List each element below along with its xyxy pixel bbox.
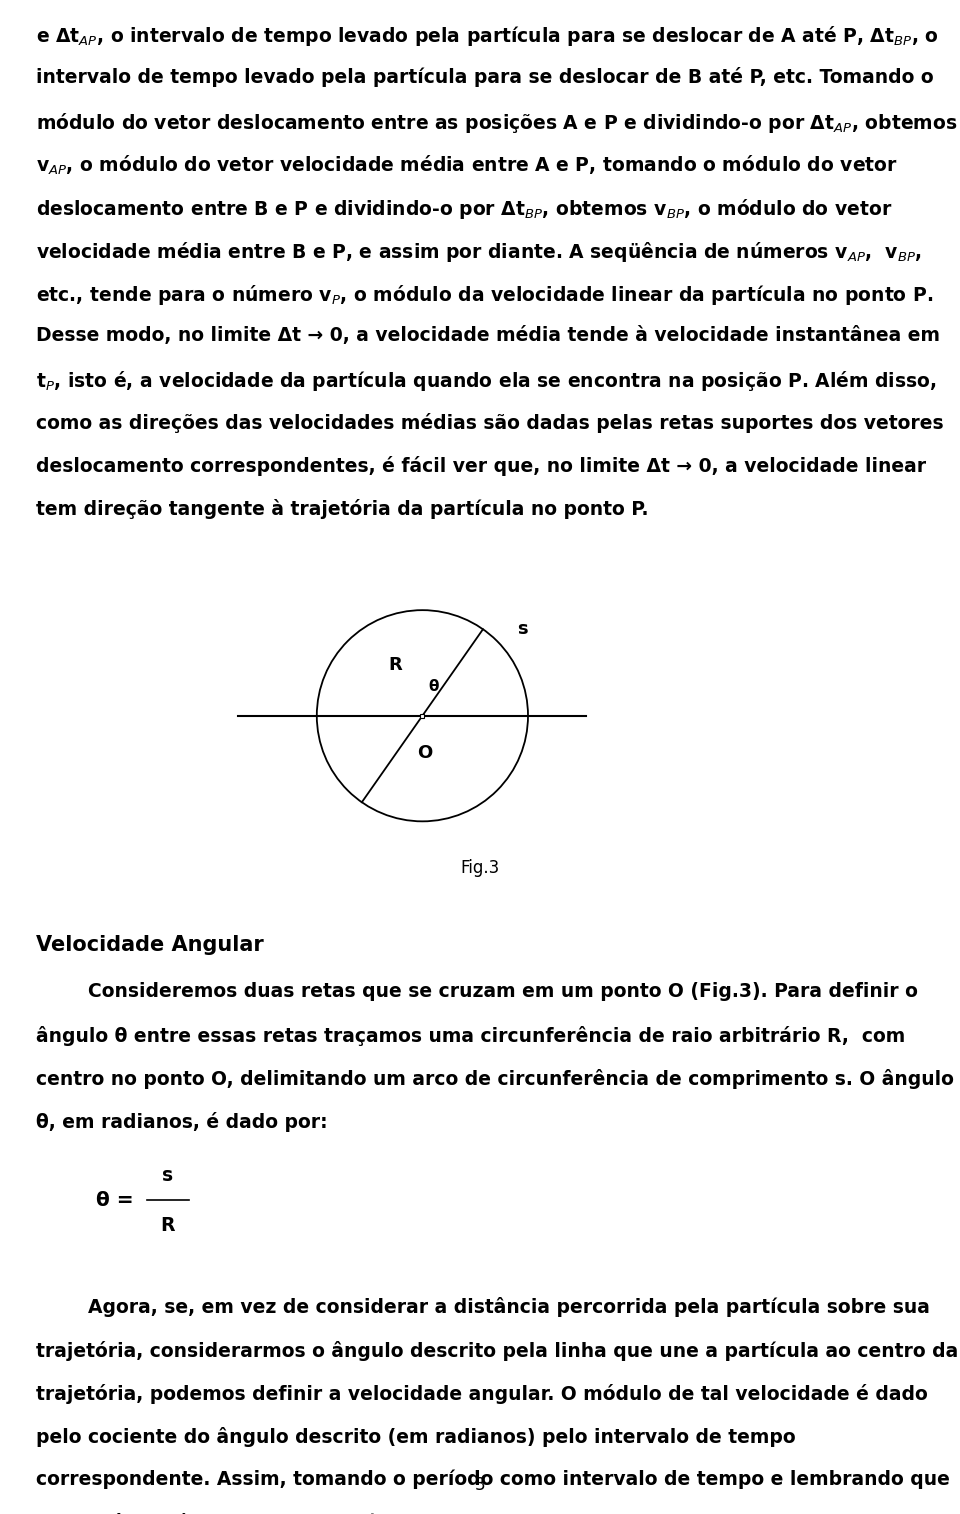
Text: R: R (160, 1216, 176, 1235)
Text: correspondente. Assim, tomando o período como intervalo de tempo e lembrando que: correspondente. Assim, tomando o período… (36, 1470, 950, 1490)
Text: deslocamento correspondentes, é fácil ver que, no limite Δt → 0, a velocidade li: deslocamento correspondentes, é fácil ve… (36, 456, 926, 475)
Text: tem direção tangente à trajetória da partícula no ponto P.: tem direção tangente à trajetória da par… (36, 500, 649, 519)
Text: velocidade média entre B e P, e assim por diante. A seqüência de números v$_{AP}: velocidade média entre B e P, e assim po… (36, 239, 923, 263)
Text: θ =: θ = (96, 1192, 133, 1210)
Text: O: O (417, 743, 432, 762)
Text: Consideremos duas retas que se cruzam em um ponto O (Fig.3). Para definir o: Consideremos duas retas que se cruzam em… (36, 983, 919, 1001)
Text: Desse modo, no limite Δt → 0, a velocidade média tende à velocidade instantânea : Desse modo, no limite Δt → 0, a velocida… (36, 327, 941, 345)
Text: s: s (162, 1166, 174, 1185)
Text: trajetória, podemos definir a velocidade angular. O módulo de tal velocidade é d: trajetória, podemos definir a velocidade… (36, 1384, 928, 1403)
Text: Fig.3: Fig.3 (461, 858, 499, 877)
Text: θ: θ (429, 678, 439, 693)
Text: pelo cociente do ângulo descrito (em radianos) pelo intervalo de tempo: pelo cociente do ângulo descrito (em rad… (36, 1426, 796, 1447)
Text: e Δt$_{AP}$, o intervalo de tempo levado pela partícula para se deslocar de A at: e Δt$_{AP}$, o intervalo de tempo levado… (36, 24, 939, 48)
Text: R: R (389, 656, 402, 674)
Text: Velocidade Angular: Velocidade Angular (36, 934, 264, 955)
Text: v$_{AP}$, o módulo do vetor velocidade média entre A e P, tomando o módulo do ve: v$_{AP}$, o módulo do vetor velocidade m… (36, 154, 899, 177)
Text: intervalo de tempo levado pela partícula para se deslocar de B até P, etc. Toman: intervalo de tempo levado pela partícula… (36, 67, 934, 88)
Text: como as direções das velocidades médias são dadas pelas retas suportes dos vetor: como as direções das velocidades médias … (36, 413, 944, 433)
Text: 3: 3 (474, 1476, 486, 1494)
Text: ângulo θ entre essas retas traçamos uma circunferência de raio arbitrário R,  co: ângulo θ entre essas retas traçamos uma … (36, 1025, 905, 1046)
Text: etc., tende para o número v$_P$, o módulo da velocidade linear da partícula no p: etc., tende para o número v$_P$, o módul… (36, 283, 934, 307)
Text: Agora, se, em vez de considerar a distância percorrida pela partícula sobre sua: Agora, se, em vez de considerar a distân… (36, 1297, 930, 1317)
Text: θ, em radianos, é dado por:: θ, em radianos, é dado por: (36, 1111, 328, 1132)
Text: s: s (517, 619, 528, 637)
Text: deslocamento entre B e P e dividindo-o por Δt$_{BP}$, obtemos v$_{BP}$, o módulo: deslocamento entre B e P e dividindo-o p… (36, 197, 893, 221)
Text: centro no ponto O, delimitando um arco de circunferência de comprimento s. O âng: centro no ponto O, delimitando um arco d… (36, 1069, 954, 1089)
Bar (420, 713, 424, 718)
Text: t$_P$, isto é, a velocidade da partícula quando ela se encontra na posição P. Al: t$_P$, isto é, a velocidade da partícula… (36, 369, 937, 394)
Text: módulo do vetor deslocamento entre as posições A e P e dividindo-o por Δt$_{AP}$: módulo do vetor deslocamento entre as po… (36, 111, 958, 135)
Text: trajetória, considerarmos o ângulo descrito pela linha que une a partícula ao ce: trajetória, considerarmos o ângulo descr… (36, 1340, 959, 1361)
